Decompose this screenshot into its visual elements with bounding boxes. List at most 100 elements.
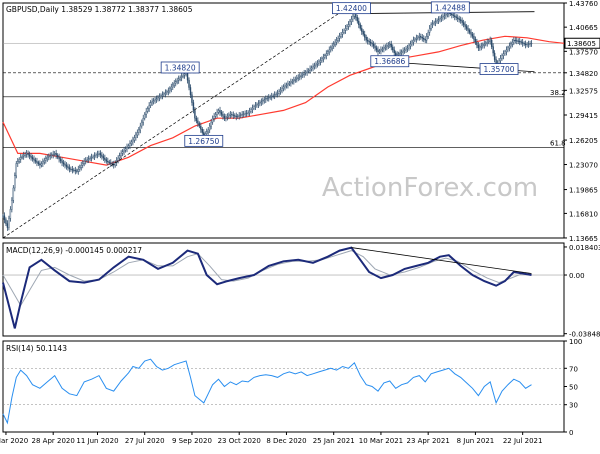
price-tick-label: 1.37570	[569, 48, 598, 56]
candle-body	[123, 150, 125, 153]
candle-body	[383, 47, 385, 50]
rsi-line	[2, 358, 532, 425]
candle-body	[454, 15, 456, 17]
price-annotation-box	[479, 63, 519, 75]
candle-body	[248, 111, 251, 113]
candle-body	[76, 170, 78, 172]
rsi-layer	[2, 358, 532, 425]
candle-body	[213, 116, 215, 119]
candle-body	[499, 58, 502, 62]
candle-body	[501, 55, 503, 59]
candle-body	[473, 36, 475, 40]
candle-body	[347, 24, 350, 27]
candle-body	[37, 162, 40, 165]
price-tick-label: 1.43760	[569, 0, 598, 8]
candle-body	[332, 43, 335, 47]
candle-body	[24, 154, 26, 156]
candle-body	[164, 92, 167, 95]
price-annotation-label: 1.26750	[188, 137, 219, 146]
candle-body	[443, 15, 446, 17]
candle-body	[433, 22, 435, 24]
candle-body	[225, 117, 227, 119]
candle-body	[318, 61, 320, 64]
candle-body	[403, 49, 406, 52]
candle-body	[316, 62, 319, 65]
price-panel	[2, 2, 565, 239]
candle-body	[195, 118, 198, 122]
price-tick-label: 1.23070	[569, 162, 598, 170]
candle-body	[421, 37, 423, 39]
candle-body	[22, 155, 25, 157]
candle-body	[146, 108, 149, 112]
candle-body	[176, 80, 178, 82]
current-price-label: 1.38605	[567, 40, 596, 48]
candle-body	[476, 41, 478, 46]
candle-body	[369, 41, 372, 44]
candle-body	[335, 39, 338, 43]
price-tick-label: 1.16810	[569, 210, 598, 218]
candle-body	[104, 157, 106, 160]
fib-level-label: 38.2	[550, 89, 566, 97]
x-tick-label: 22 Jul 2021	[503, 437, 543, 445]
candle-body	[157, 97, 159, 99]
candle-body	[242, 113, 245, 115]
watermark-text: ActionForex.com	[322, 173, 538, 203]
candle-body	[121, 151, 124, 154]
candle-body	[56, 155, 59, 158]
candle-body	[377, 49, 379, 53]
candle-body	[254, 105, 257, 107]
candle-body	[301, 74, 304, 76]
price-tick-label: 1.26205	[569, 137, 598, 145]
candle-body	[253, 106, 255, 109]
candle-body	[268, 97, 270, 99]
candle-body	[148, 105, 150, 109]
price-annotation-box	[332, 2, 371, 15]
candle-body	[167, 90, 170, 93]
candle-body	[502, 53, 505, 56]
candle-body	[309, 68, 311, 71]
candle-body	[9, 209, 12, 219]
candle-body	[266, 97, 268, 99]
candle-body	[296, 78, 298, 80]
candle-body	[427, 32, 429, 37]
candle-body	[276, 93, 279, 95]
price-panel-title: GBPUSD,Daily 1.38529 1.38772 1.38377 1.3…	[6, 5, 193, 14]
candle-body	[36, 161, 38, 163]
candle-body	[191, 94, 193, 103]
candle-body	[30, 155, 32, 158]
candle-body	[244, 113, 246, 115]
candle-body	[516, 40, 518, 42]
candle-body	[451, 13, 453, 16]
candle-body	[239, 114, 242, 116]
candle-body	[390, 43, 392, 48]
candle-body	[269, 96, 271, 98]
candle-body	[183, 73, 186, 76]
candle-body	[105, 159, 108, 162]
candle-body	[306, 71, 308, 73]
price-tick-label: 1.13665	[569, 235, 598, 243]
candle-body	[519, 41, 521, 43]
candle-body	[350, 18, 353, 23]
candle-body	[358, 20, 360, 25]
candle-body	[297, 77, 299, 79]
candle-body	[510, 43, 512, 47]
candle-body	[420, 36, 422, 38]
candle-body	[27, 153, 29, 155]
candle-body	[356, 17, 359, 22]
candle-body	[194, 110, 196, 119]
rsi-tick-label: 100	[569, 338, 582, 346]
x-tick-label: 8 Jun 2021	[457, 437, 495, 445]
candle-body	[445, 14, 447, 16]
candle-body	[200, 125, 202, 130]
candle-body	[192, 102, 195, 111]
candle-body	[293, 79, 295, 82]
price-annotation-label: 1.42488	[435, 3, 466, 12]
candle-body	[33, 158, 35, 161]
candle-body	[95, 154, 97, 156]
candle-body	[11, 200, 13, 210]
candle-body	[361, 28, 363, 32]
candle-body	[186, 72, 189, 81]
candle-body	[46, 157, 48, 160]
candle-body	[59, 158, 62, 162]
candle-body	[327, 51, 329, 55]
